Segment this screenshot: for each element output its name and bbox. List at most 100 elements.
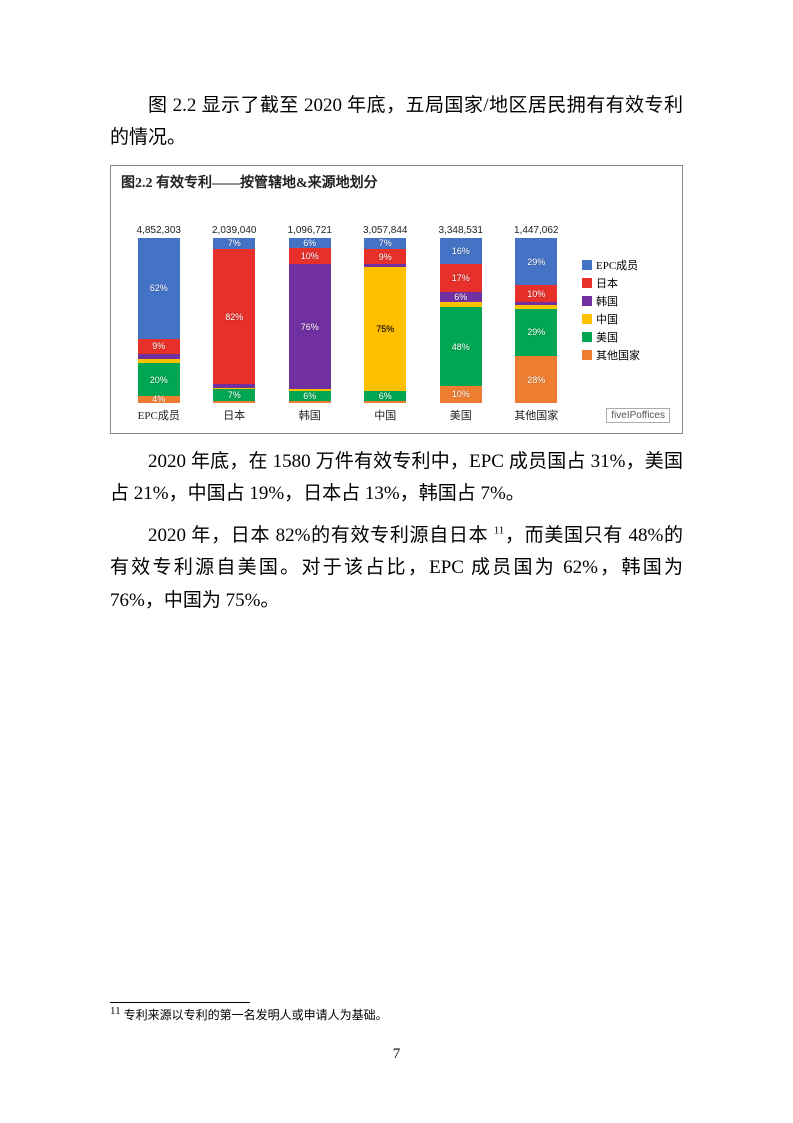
legend-item-epc: EPC成员 — [582, 257, 672, 273]
bar-segment-label: 76% — [301, 322, 319, 332]
bar-segment-jp: 17% — [440, 264, 482, 292]
bar-group: 3,057,844 6% 75% 9%7% 中国 — [353, 225, 418, 423]
bar-group: 2,039,040 7% 82% 7% 日本 — [202, 225, 267, 423]
legend-swatch-cn — [582, 314, 592, 324]
bar-group: 4,852,303 4% 20% 9% 62% EPC成员 — [126, 225, 191, 423]
bar-segment-us: 29% — [515, 309, 557, 357]
legend-label-us: 美国 — [596, 329, 618, 345]
bar-segment-label: 10% — [301, 251, 319, 261]
bar-segment-epc: 62% — [138, 238, 180, 339]
legend-swatch-jp — [582, 278, 592, 288]
bar-segment-label: 48% — [452, 342, 470, 352]
bar-segment-label: 20% — [150, 375, 168, 385]
bar-segment-epc: 7% — [213, 238, 255, 250]
bar-segment-label: 16% — [452, 246, 470, 256]
bar-segment-epc: 7% — [364, 238, 406, 250]
bar-segment-jp: 9% — [364, 249, 406, 264]
bar-segment-label: 6% — [454, 292, 467, 302]
bar-segment-label: 10% — [452, 389, 470, 399]
chart-legend: EPC成员日本韩国中国美国其他国家 — [574, 198, 672, 423]
legend-swatch-epc — [582, 260, 592, 270]
bar-segment-us: 48% — [440, 307, 482, 386]
bar-segment-label: 7% — [228, 238, 241, 248]
bar-segment-label: 75% — [376, 324, 394, 334]
bar-segment-label: 17% — [452, 273, 470, 283]
bar-segment-label: 6% — [303, 391, 316, 401]
legend-item-other: 其他国家 — [582, 347, 672, 363]
bar-segment-label: 29% — [527, 257, 545, 267]
legend-label-jp: 日本 — [596, 275, 618, 291]
stacked-bar: 7% 82% 7% — [213, 238, 255, 403]
bar-group: 1,447,062 28% 29% 10% 29% 其他国家 — [504, 225, 569, 423]
bar-segment-us: 6% — [364, 391, 406, 401]
legend-label-other: 其他国家 — [596, 347, 640, 363]
paragraph-2a: 2020 年，日本 82%的有效专利源自日本 — [148, 525, 494, 546]
stacked-bar: 6% 76% 10% 6% — [289, 238, 331, 403]
bar-segment-us: 7% — [213, 389, 255, 401]
bar-segment-epc: 16% — [440, 238, 482, 264]
bar-segment-label: 4% — [152, 394, 165, 404]
stacked-bar: 28% 29% 10% 29% — [515, 238, 557, 403]
footnote-block: 11 专利来源以专利的第一名发明人或申请人为基础。 — [110, 1002, 670, 1023]
bar-segment-other: 28% — [515, 356, 557, 402]
bar-group: 1,096,7216%76%10%6%韩国 — [277, 225, 342, 423]
bar-total-label: 1,447,062 — [514, 225, 559, 236]
bar-category-label: 日本 — [223, 407, 245, 423]
bar-segment-label: 29% — [527, 327, 545, 337]
legend-label-epc: EPC成员 — [596, 257, 638, 273]
bar-segment-epc: 6% — [289, 238, 331, 248]
bar-segment-label: 7% — [228, 390, 241, 400]
footnote-num: 11 — [110, 1005, 121, 1017]
paragraph-2: 2020 年，日本 82%的有效专利源自日本 11，而美国只有 48%的有效专利… — [110, 520, 683, 617]
bar-total-label: 3,057,844 — [363, 225, 408, 236]
footnote-text: 专利来源以专利的第一名发明人或申请人为基础。 — [124, 1008, 388, 1022]
bar-segment-label: 9% — [152, 341, 165, 351]
bar-segment-label: 82% — [225, 312, 243, 322]
intro-paragraph: 图 2.2 显示了截至 2020 年底，五局国家/地区居民拥有有效专利的情况。 — [110, 90, 683, 155]
bar-category-label: 中国 — [374, 407, 396, 423]
legend-item-jp: 日本 — [582, 275, 672, 291]
bar-segment-kr: 76% — [289, 264, 331, 389]
paragraph-1: 2020 年底，在 1580 万件有效专利中，EPC 成员国占 31%，美国占 … — [110, 446, 683, 511]
bar-category-label: 美国 — [450, 407, 472, 423]
stacked-bar: 4% 20% 9% 62% — [138, 238, 180, 403]
bar-segment-jp: 82% — [213, 249, 255, 384]
bar-segment-jp: 10% — [515, 285, 557, 302]
legend-swatch-other — [582, 350, 592, 360]
bar-total-label: 2,039,040 — [212, 225, 257, 236]
bar-segment-us: 20% — [138, 363, 180, 396]
bar-segment-us: 6% — [289, 391, 331, 401]
legend-swatch-us — [582, 332, 592, 342]
bar-segment-cn: 75% — [364, 267, 406, 391]
page-number: 7 — [0, 1046, 793, 1063]
bar-segment-label: 7% — [379, 238, 392, 248]
bar-segment-jp: 10% — [289, 248, 331, 265]
bar-segment-other — [213, 401, 255, 403]
bar-segment-other — [289, 401, 331, 403]
bar-segment-label: 6% — [303, 238, 316, 248]
bar-category-label: 其他国家 — [514, 407, 558, 423]
chart-bars-zone: 4,852,3034%20%9%62%EPC成员2,039,0407%82%7%… — [121, 198, 574, 423]
bar-segment-label: 28% — [527, 375, 545, 385]
chart-brand-logo: fiveIPoffices — [606, 408, 670, 423]
bar-segment-label: 62% — [150, 283, 168, 293]
bar-segment-kr: 6% — [440, 292, 482, 302]
bar-total-label: 4,852,303 — [137, 225, 182, 236]
bar-category-label: EPC成员 — [138, 407, 180, 423]
legend-item-us: 美国 — [582, 329, 672, 345]
bar-segment-epc: 29% — [515, 238, 557, 286]
bar-segment-other — [364, 401, 406, 403]
legend-label-cn: 中国 — [596, 311, 618, 327]
bar-segment-label: 6% — [379, 391, 392, 401]
legend-swatch-kr — [582, 296, 592, 306]
chart-title: 图2.2 有效专利——按管辖地&来源地划分 — [121, 172, 672, 192]
chart-figure-2-2: 图2.2 有效专利——按管辖地&来源地划分 4,852,303 4% 20% 9% 62… — [110, 165, 683, 434]
footnote-rule — [110, 1002, 250, 1003]
bar-segment-jp: 9% — [138, 339, 180, 354]
legend-item-kr: 韩国 — [582, 293, 672, 309]
legend-label-kr: 韩国 — [596, 293, 618, 309]
legend-item-cn: 中国 — [582, 311, 672, 327]
footnote-ref-11: 11 — [494, 525, 505, 537]
stacked-bar: 6% 75% 9%7% — [364, 238, 406, 403]
bar-total-label: 1,096,721 — [288, 225, 333, 236]
